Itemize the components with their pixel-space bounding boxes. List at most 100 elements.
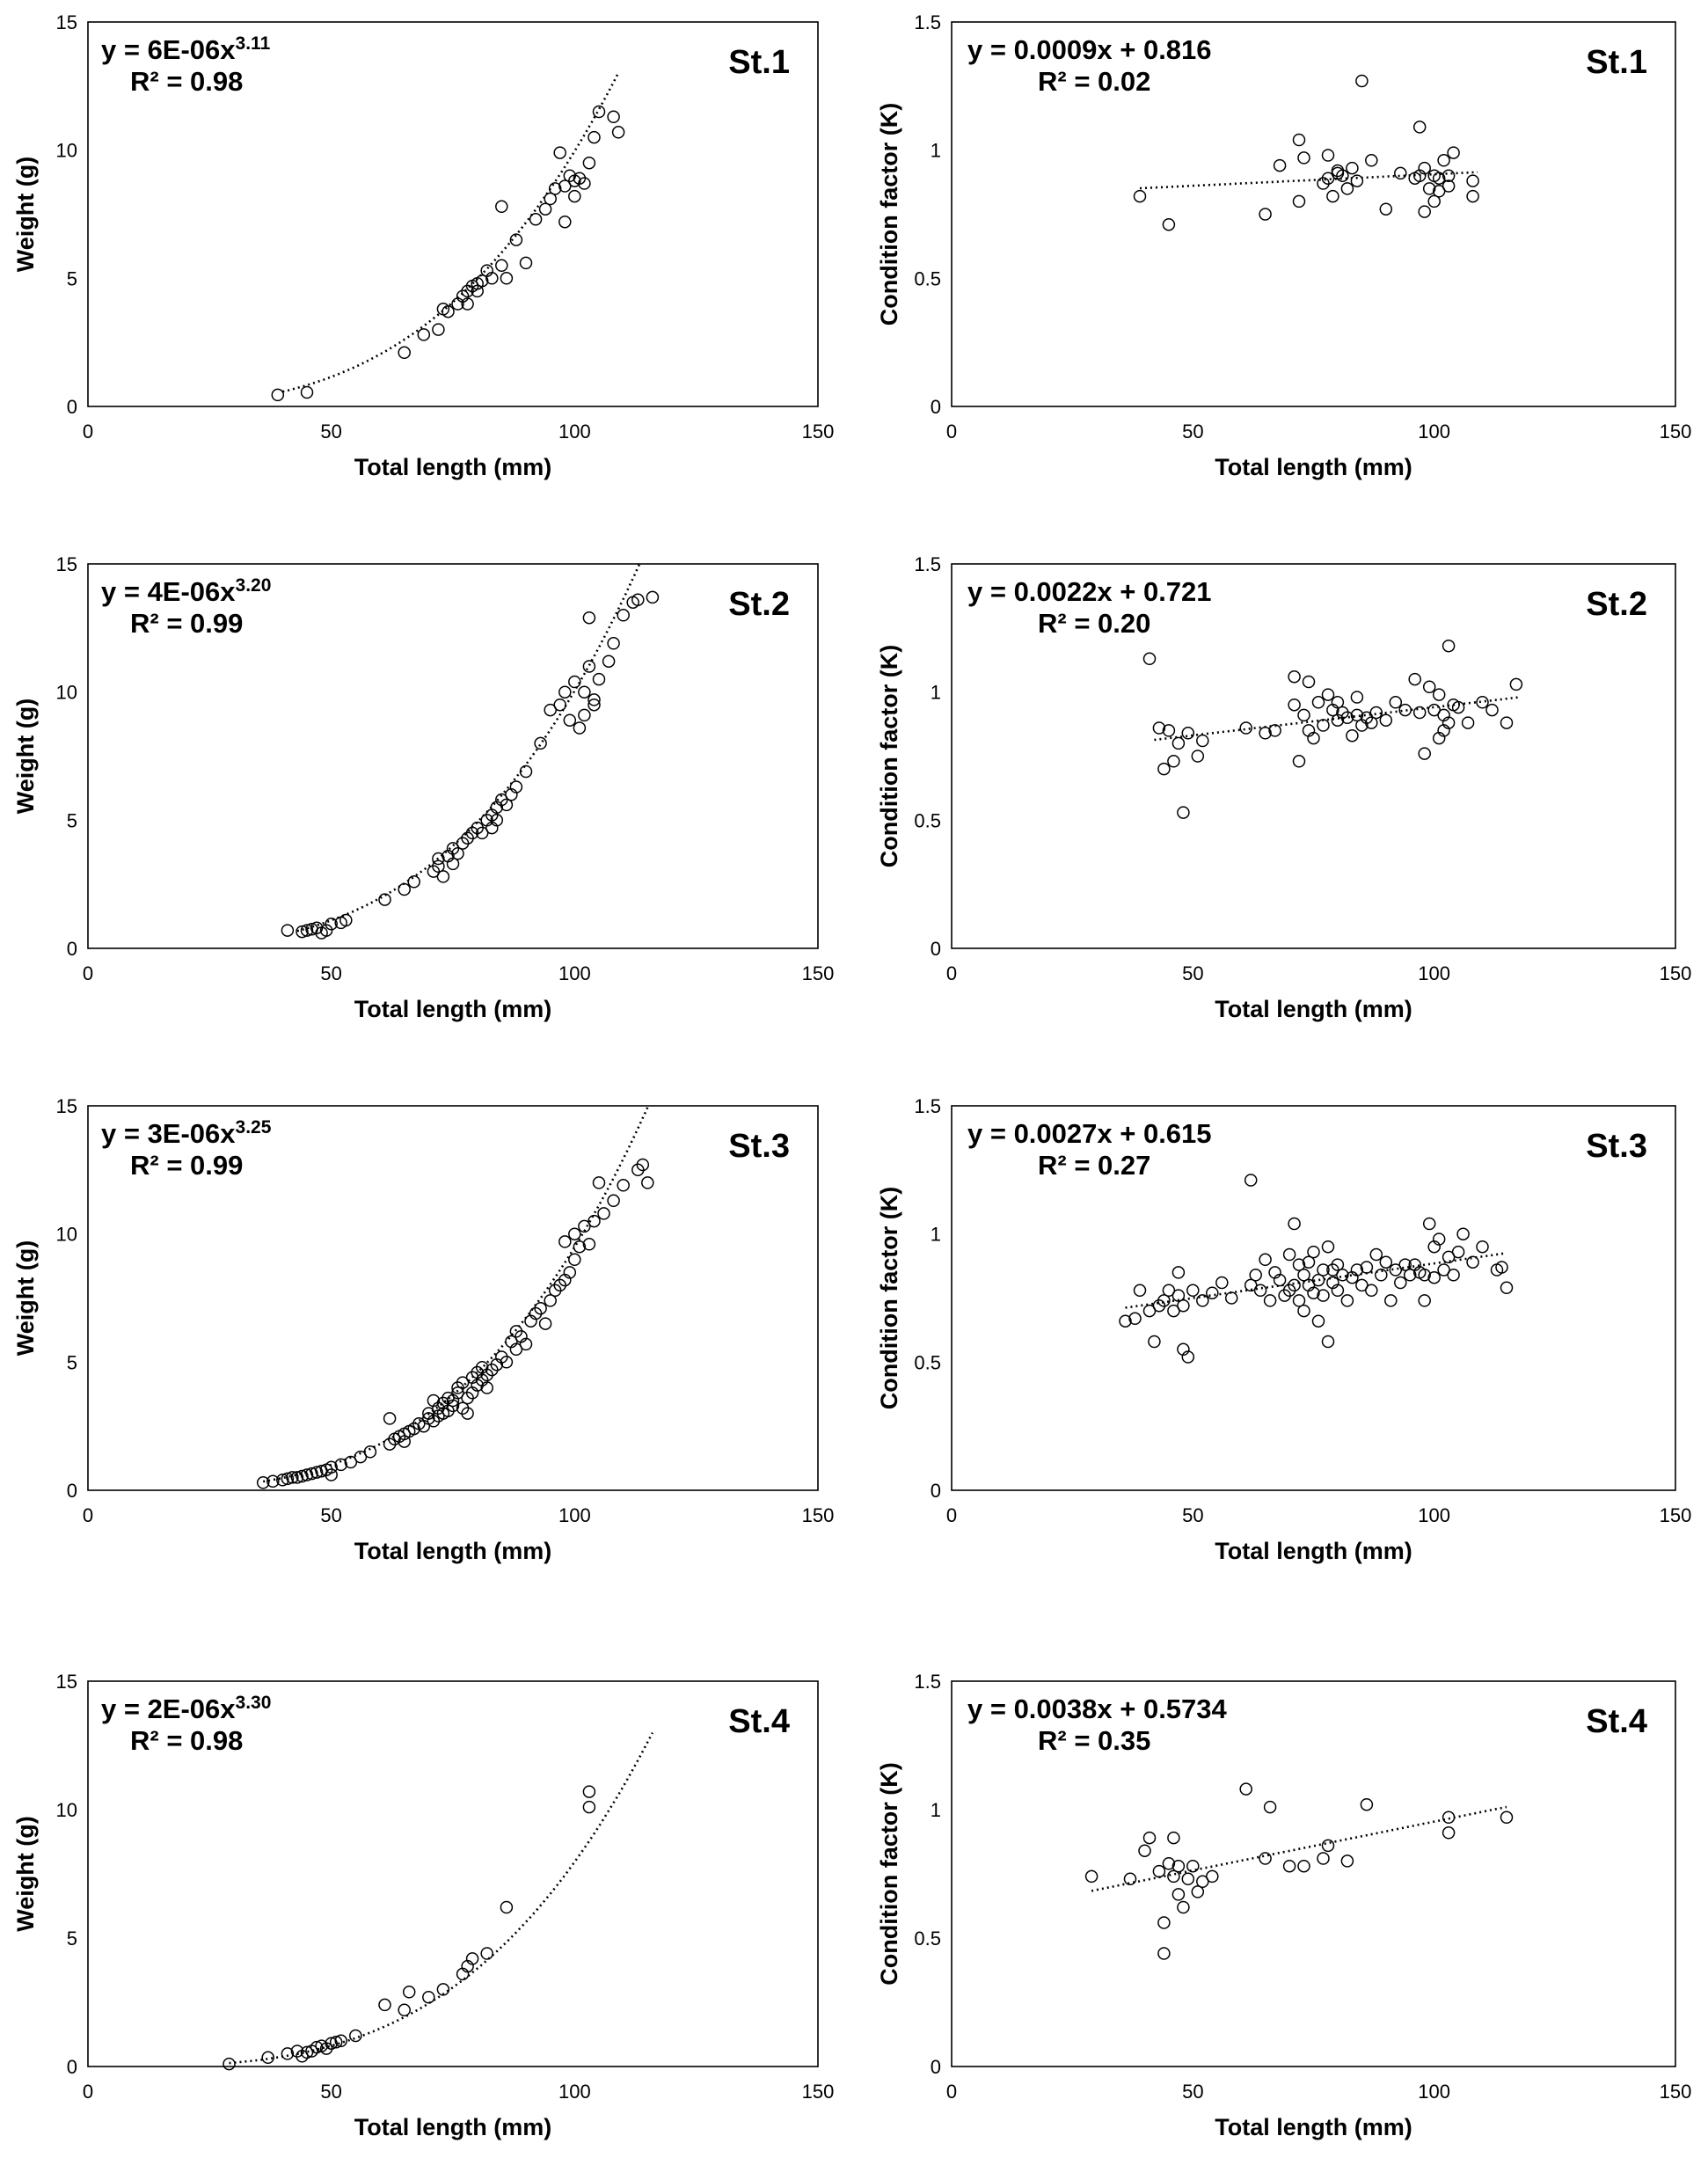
- y-axis-label: Condition factor (K): [876, 645, 902, 867]
- data-point: [1181, 1350, 1195, 1364]
- plot-area: [87, 1105, 819, 1491]
- data-point: [1297, 1304, 1310, 1318]
- data-point: [446, 857, 460, 871]
- data-point: [1172, 1859, 1186, 1873]
- data-point: [1476, 1240, 1489, 1254]
- chart-k-st4: 0 50 100 150 0 0.5 1 1.5 Total length (mm) Condit…: [876, 1671, 1691, 2140]
- data-point: [1509, 677, 1523, 691]
- data-point: [534, 1301, 547, 1315]
- data-point: [1196, 1875, 1209, 1889]
- data-point: [1177, 806, 1190, 819]
- data-point: [339, 913, 353, 927]
- equation-line-1: y = 6E-06x3.11: [101, 33, 271, 65]
- y-tick-label: 1: [931, 1799, 941, 1821]
- data-point: [1317, 1852, 1330, 1865]
- x-tick-label: 0: [946, 1504, 957, 1526]
- x-tick-label: 0: [83, 2081, 93, 2103]
- x-tick-label: 0: [946, 421, 957, 443]
- data-point: [1152, 721, 1166, 735]
- data-point: [1432, 172, 1446, 185]
- data-point: [1500, 716, 1514, 729]
- data-point: [1350, 691, 1364, 704]
- data-point: [1157, 762, 1171, 776]
- chart-w-st1: 0 50 100 150 0 5 10 15 Total length (mm) Weight (…: [12, 11, 834, 480]
- data-point: [509, 780, 523, 794]
- data-point: [465, 1952, 479, 1965]
- data-point: [1288, 698, 1301, 712]
- y-tick-label: 0.5: [914, 809, 941, 831]
- data-point: [1307, 1286, 1320, 1299]
- data-point: [519, 764, 533, 779]
- data-point: [1466, 189, 1479, 203]
- data-point: [1418, 1294, 1431, 1307]
- data-point: [1142, 1304, 1157, 1318]
- data-point: [1331, 1258, 1345, 1271]
- y-tick-label: 0.5: [914, 1351, 941, 1373]
- data-point: [432, 323, 445, 336]
- data-point: [568, 675, 581, 689]
- x-tick-label: 0: [83, 421, 93, 443]
- data-point: [1249, 1269, 1262, 1282]
- data-point: [1398, 703, 1412, 717]
- data-point: [1418, 747, 1431, 760]
- y-tick-label: 0: [67, 2056, 77, 2078]
- data-point: [1427, 703, 1441, 717]
- data-point: [544, 1294, 557, 1307]
- y-tick-label: 5: [67, 809, 77, 831]
- y-tick-label: 10: [56, 1224, 77, 1246]
- y-tick-label: 5: [67, 267, 77, 289]
- data-point: [475, 274, 489, 288]
- data-point: [548, 182, 562, 195]
- data-point: [519, 1337, 533, 1351]
- data-point: [500, 1356, 514, 1369]
- data-point: [1437, 154, 1450, 167]
- data-point: [310, 1466, 324, 1479]
- equation-base: y = 6E-06x: [101, 34, 236, 65]
- data-point: [1350, 708, 1364, 722]
- data-point: [1288, 1278, 1301, 1292]
- x-tick-label: 100: [1418, 1504, 1450, 1526]
- data-point: [1307, 731, 1320, 745]
- data-point: [451, 1386, 464, 1400]
- data-point: [582, 156, 596, 170]
- data-point: [1167, 755, 1180, 768]
- data-point: [1142, 652, 1157, 666]
- data-point: [1321, 688, 1335, 701]
- data-point: [1162, 1857, 1176, 1870]
- data-point: [617, 1179, 630, 1192]
- data-point: [641, 1176, 654, 1189]
- data-point: [1191, 1885, 1205, 1898]
- data-point: [325, 2037, 338, 2050]
- data-point: [588, 698, 601, 712]
- data-point: [1379, 202, 1393, 216]
- data-point: [436, 870, 450, 883]
- data-point: [1485, 703, 1499, 717]
- plot-area: [87, 1680, 819, 2067]
- data-point: [398, 346, 411, 360]
- trendline: [1091, 1805, 1507, 1892]
- data-point: [1133, 189, 1147, 203]
- equation-exponent: 3.20: [236, 575, 272, 596]
- plot-area: [951, 21, 1676, 407]
- data-point: [432, 860, 445, 874]
- trendline: [1139, 171, 1478, 190]
- data-point: [354, 1450, 368, 1464]
- x-tick-label: 100: [558, 1504, 591, 1526]
- data-point: [1128, 1312, 1142, 1326]
- data-point: [495, 200, 508, 214]
- data-point: [1259, 1253, 1272, 1267]
- data-point: [1162, 217, 1176, 231]
- data-point: [1133, 1284, 1147, 1298]
- data-point: [1206, 1869, 1219, 1884]
- plot-area: [951, 1680, 1676, 2067]
- equation-line-2: R² = 0.02: [1038, 66, 1150, 97]
- data-point: [296, 925, 309, 939]
- data-point: [1177, 1900, 1190, 1914]
- data-point: [446, 1399, 460, 1413]
- data-point: [578, 177, 591, 190]
- equation-base: y = 3E-06x: [101, 1118, 236, 1149]
- data-point: [281, 1472, 295, 1486]
- data-point: [1244, 1278, 1258, 1292]
- data-point: [296, 1469, 309, 1483]
- data-point: [1239, 721, 1252, 735]
